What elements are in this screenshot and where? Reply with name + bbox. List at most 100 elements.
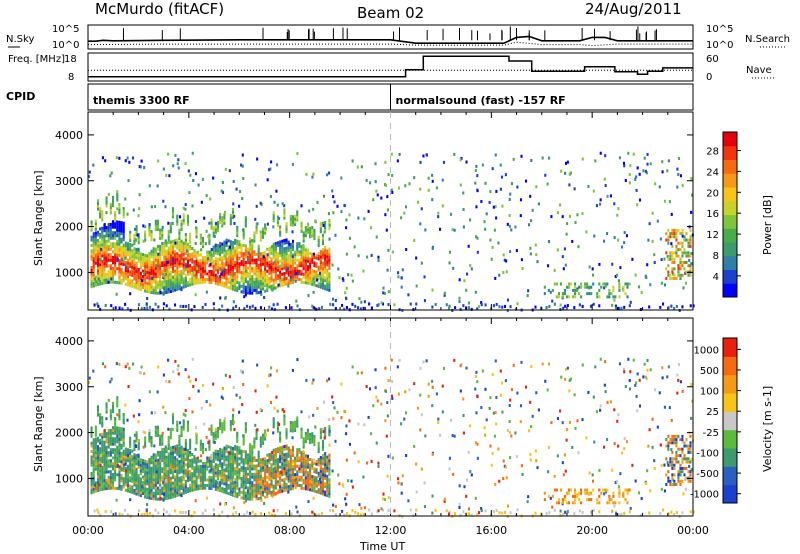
power-cell — [96, 244, 100, 248]
velocity-cell — [154, 453, 157, 457]
velocity-cell — [141, 467, 145, 471]
velocity-cell — [281, 489, 284, 493]
velocity-cell — [133, 442, 136, 446]
velocity-cell — [137, 490, 140, 494]
velocity-cell — [146, 479, 149, 483]
power-cell — [268, 280, 271, 284]
power-cell — [584, 282, 587, 286]
velocity-cell — [165, 494, 168, 498]
power-cell — [171, 253, 175, 257]
power-cell — [92, 251, 95, 255]
power-cell — [174, 263, 177, 267]
velocity-cell — [92, 457, 95, 461]
power-cell — [251, 255, 254, 259]
velocity-cell — [204, 467, 207, 471]
power-cell — [257, 291, 260, 295]
power-cell — [609, 194, 613, 198]
velocity-cell — [107, 434, 110, 438]
power-cell — [129, 273, 132, 277]
velocity-cell — [212, 470, 215, 474]
power-cell — [126, 250, 130, 254]
velocity-cell — [121, 513, 124, 517]
velocity-cell — [141, 464, 145, 468]
power-cell — [220, 272, 223, 276]
power-cell — [300, 261, 303, 265]
velocity-cell — [159, 467, 162, 471]
power-cell — [328, 247, 331, 251]
power-cell — [141, 283, 145, 287]
velocity-cell — [315, 490, 318, 494]
power-cell — [234, 263, 237, 267]
power-cell — [306, 276, 310, 280]
power-cell — [492, 304, 495, 308]
velocity-cell — [105, 407, 108, 411]
power-cell — [485, 212, 488, 216]
power-cell — [208, 253, 211, 257]
velocity-cell — [223, 490, 226, 494]
velocity-cell — [283, 461, 286, 465]
power-cell — [122, 276, 125, 280]
velocity-cell — [186, 451, 190, 455]
power-cell — [307, 294, 310, 298]
velocity-cell — [137, 460, 140, 464]
velocity-cell — [212, 468, 215, 472]
freq-right-tick-top: 60 — [706, 54, 719, 65]
power-cell — [298, 244, 301, 248]
velocity-cell — [122, 452, 125, 456]
power-cell — [126, 275, 130, 279]
velocity-cell — [289, 420, 292, 424]
power-cell — [270, 160, 273, 164]
velocity-cell — [300, 467, 303, 471]
power-cell — [495, 189, 498, 193]
power-cell — [184, 246, 187, 250]
velocity-cell — [259, 485, 262, 489]
power-cell — [654, 182, 657, 186]
velocity-cell — [118, 411, 121, 415]
velocity-cell — [201, 478, 205, 482]
power-cell — [328, 219, 331, 223]
power-cell — [578, 292, 581, 296]
power-cell — [671, 260, 674, 264]
power-cell — [208, 272, 211, 276]
power-cell — [259, 287, 262, 291]
velocity-cell — [118, 481, 121, 485]
power-cell — [205, 229, 208, 233]
velocity-cell — [171, 451, 175, 455]
power-cell — [201, 275, 205, 279]
velocity-cell — [313, 489, 316, 493]
power-cell — [174, 244, 177, 248]
power-cell — [281, 250, 284, 254]
power-cell — [159, 269, 162, 273]
power-cell — [101, 246, 104, 250]
velocity-cell — [139, 472, 142, 476]
velocity-cell — [223, 427, 226, 431]
velocity-cell — [319, 488, 322, 492]
velocity-cell — [302, 486, 305, 490]
power-cell — [207, 235, 210, 239]
velocity-cell — [317, 463, 320, 467]
power-cell — [629, 300, 632, 304]
velocity-cell — [225, 491, 228, 495]
power-cell — [659, 237, 662, 241]
velocity-cell — [126, 483, 130, 487]
power-cell — [227, 250, 230, 254]
velocity-cell — [191, 480, 194, 484]
velocity-cell — [146, 468, 149, 472]
velocity-cell — [176, 458, 179, 462]
velocity-cell — [133, 455, 136, 459]
velocity-cell — [249, 486, 252, 490]
power-cell — [99, 279, 102, 283]
velocity-cell — [180, 453, 183, 457]
power-cell — [274, 277, 277, 281]
velocity-cell — [96, 436, 100, 440]
power-cell — [304, 267, 307, 271]
power-cell — [94, 245, 97, 249]
power-cell — [156, 283, 160, 287]
power-cell — [90, 228, 93, 232]
power-cell — [242, 271, 245, 275]
power-cell — [109, 233, 112, 237]
power-cell — [279, 281, 282, 285]
power-cell — [324, 226, 327, 230]
power-cell — [103, 229, 106, 233]
power-cell — [390, 152, 393, 156]
